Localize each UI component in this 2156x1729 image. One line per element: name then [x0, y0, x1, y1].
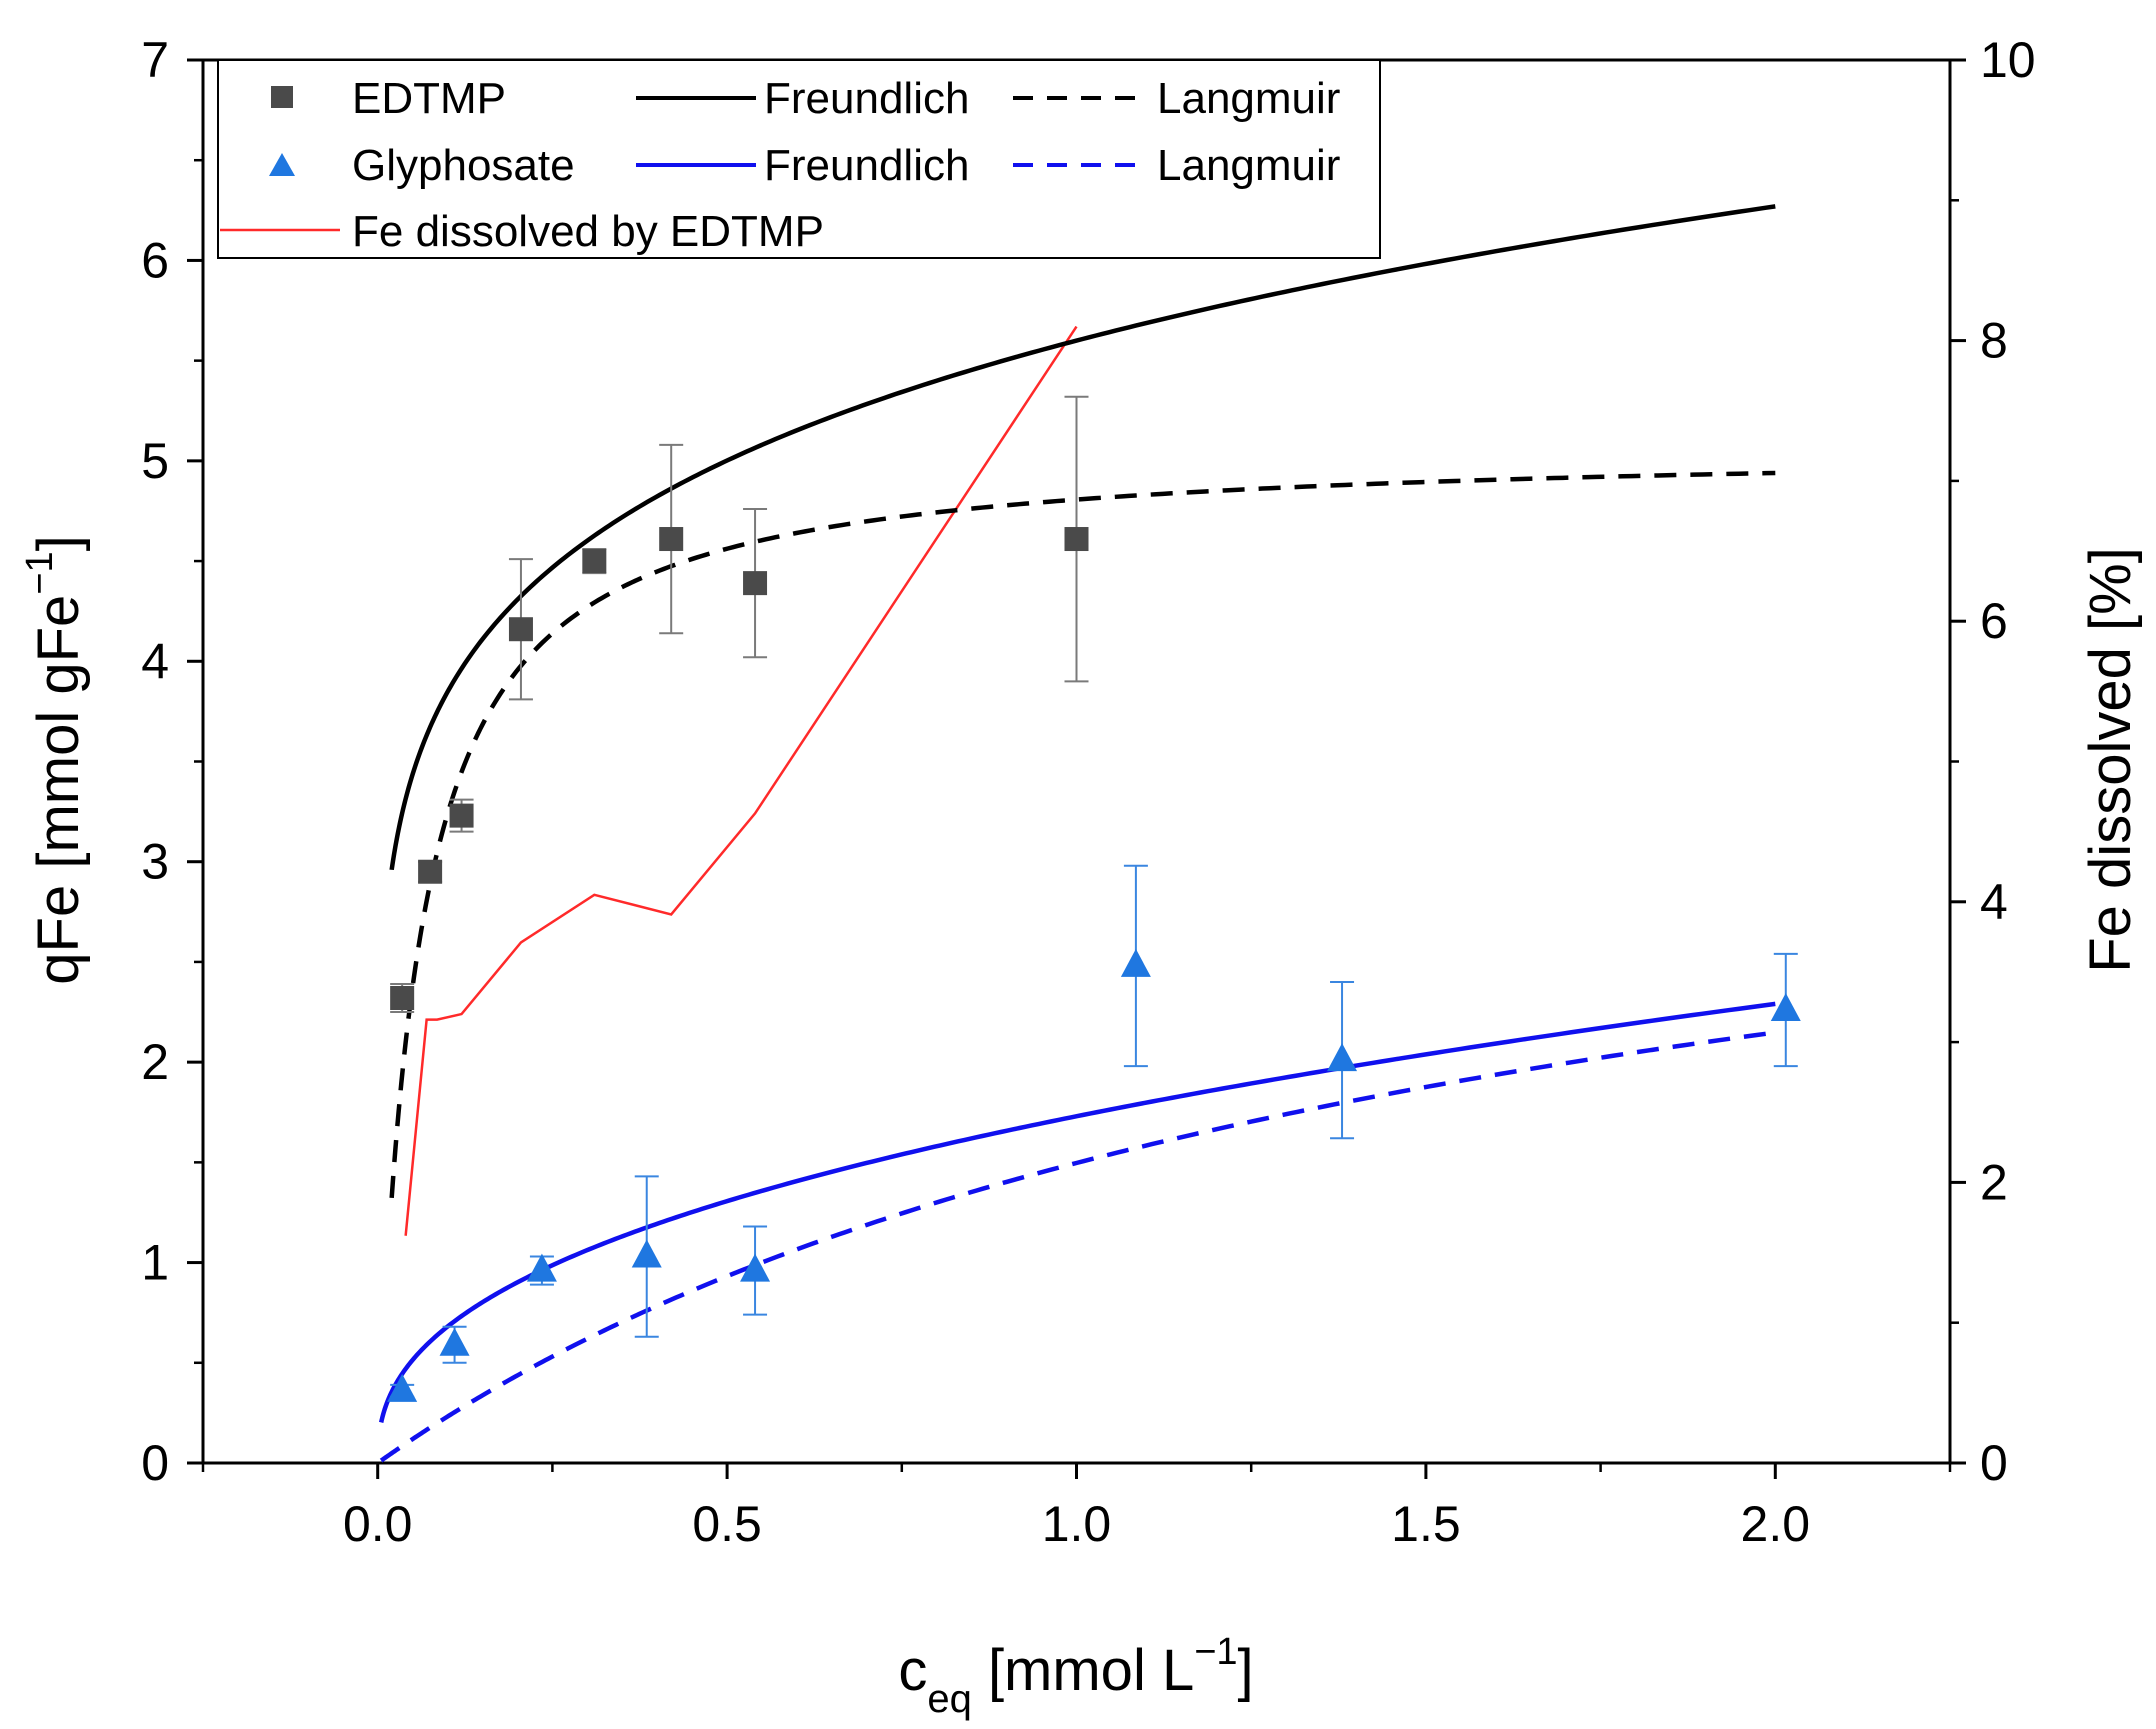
fe-dissolved-line [404, 325, 1078, 1236]
x-axis-title: ceq [mmol L−1] [898, 1631, 1253, 1721]
legend: EDTMP Freundlich Langmuir Glyphosate Fre… [217, 59, 1381, 259]
legend-glyphosate-freundlich-label: Freundlich [764, 141, 969, 190]
y-right-tick-label: 10 [1980, 32, 2036, 88]
y-right-tick-label: 4 [1980, 874, 2008, 930]
legend-glyphosate-langmuir-label: Langmuir [1157, 141, 1340, 190]
glyphosate-point [631, 1239, 662, 1268]
legend-glyphosate-marker [269, 153, 295, 176]
legend-edtmp-marker [271, 86, 293, 108]
y-right-tick-label: 2 [1980, 1154, 2008, 1210]
axis-ticks: 0.0 0.5 1.0 1.5 2.0 0 1 2 3 4 5 6 7 0 2 4 6 8 10 [141, 32, 2035, 1552]
glyphosate-langmuir-curve [379, 1030, 1776, 1463]
edtmp-point [449, 803, 474, 828]
y-left-tick-label: 3 [141, 834, 169, 890]
x-tick-label: 2.0 [1741, 1496, 1811, 1552]
y-left-tick-label: 1 [141, 1235, 169, 1291]
glyphosate-point [526, 1253, 557, 1282]
edtmp-freundlich-curve [389, 204, 1776, 871]
edtmp-point [390, 986, 415, 1011]
y-left-tick-label: 2 [141, 1034, 169, 1090]
legend-edtmp-label: EDTMP [352, 74, 506, 123]
edtmp-point [743, 571, 768, 596]
y-right-tick-label: 6 [1980, 593, 2008, 649]
edtmp-point [582, 549, 607, 574]
edtmp-point [659, 527, 684, 552]
edtmp-point [508, 617, 533, 642]
glyphosate-point [1120, 948, 1151, 977]
x-tick-label: 0.5 [692, 1496, 762, 1552]
y-left-axis-title: qFe [mmol gFe−1] [19, 535, 91, 984]
y-right-axis-title: Fe dissolved [%] [2078, 547, 2143, 973]
glyphosate-point [387, 1373, 418, 1402]
edtmp-point [1064, 527, 1089, 552]
x-tick-label: 0.0 [343, 1496, 413, 1552]
glyphosate-point [740, 1253, 771, 1282]
y-left-tick-label: 0 [141, 1435, 169, 1491]
y-left-tick-label: 5 [141, 433, 169, 489]
data-points [387, 395, 1801, 1402]
legend-edtmp-freundlich-label: Freundlich [764, 74, 969, 123]
edtmp-langmuir-curve [389, 470, 1776, 1199]
y-right-tick-label: 8 [1980, 313, 2008, 369]
legend-glyphosate-label: Glyphosate [352, 141, 575, 190]
fit-curves [379, 204, 1776, 1463]
y-left-tick-label: 7 [141, 32, 169, 88]
legend-fe-dissolved-label: Fe dissolved by EDTMP [352, 207, 824, 256]
edtmp-point [418, 859, 443, 884]
legend-box [217, 59, 1381, 259]
glyphosate-point [1770, 993, 1801, 1022]
y-right-tick-label: 0 [1980, 1435, 2008, 1491]
glyphosate-point [1327, 1043, 1358, 1072]
y-left-tick-label: 6 [141, 232, 169, 288]
x-tick-label: 1.5 [1391, 1496, 1461, 1552]
x-tick-label: 1.0 [1042, 1496, 1112, 1552]
glyphosate-freundlich-curve [379, 1001, 1776, 1424]
y-left-tick-label: 4 [141, 633, 169, 689]
glyphosate-point [439, 1327, 470, 1356]
legend-edtmp-langmuir-label: Langmuir [1157, 74, 1340, 123]
